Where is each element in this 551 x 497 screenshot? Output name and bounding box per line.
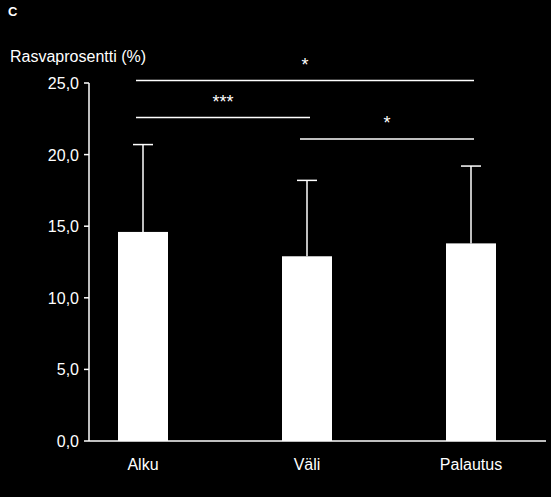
y-tick-label: 20,0	[48, 147, 79, 164]
y-tick	[84, 297, 89, 299]
error-bar	[297, 180, 317, 256]
bar	[282, 256, 332, 441]
significance-line	[136, 80, 474, 82]
error-cap	[297, 180, 317, 182]
error-bar	[461, 166, 481, 243]
y-axis-line	[88, 83, 90, 441]
error-stem	[306, 180, 308, 256]
x-tick-label: Palautus	[440, 456, 502, 473]
y-tick-label: 15,0	[48, 218, 79, 235]
y-tick	[84, 440, 89, 442]
error-stem	[470, 166, 472, 243]
significance-label: ***	[212, 92, 233, 112]
significance-label: *	[301, 55, 308, 75]
y-tick	[84, 82, 89, 84]
bars	[133, 145, 481, 257]
y-tick-label: 0,0	[57, 433, 79, 450]
y-tick-label: 10,0	[48, 290, 79, 307]
x-tick-label: Alku	[127, 456, 158, 473]
error-stem	[142, 145, 144, 232]
x-tick-label: Väli	[294, 456, 321, 473]
significance-label: *	[383, 113, 390, 133]
y-tick	[84, 154, 89, 156]
significance-line	[300, 138, 474, 140]
y-tick	[84, 225, 89, 227]
error-cap	[461, 165, 481, 167]
bar	[118, 232, 168, 441]
y-axis-label: Rasvaprosentti (%)	[10, 48, 146, 65]
y-tick	[84, 369, 89, 371]
chart: C Rasvaprosentti (%) 0,0 5,0 10,0 15,0 20,0 25,…	[0, 0, 551, 497]
y-tick-label: 5,0	[57, 361, 79, 378]
error-bar	[133, 145, 153, 232]
error-cap	[133, 144, 153, 146]
panel-label: C	[8, 4, 18, 19]
significance-line	[136, 117, 310, 119]
y-tick-label: 25,0	[48, 75, 79, 92]
bar	[446, 243, 496, 441]
